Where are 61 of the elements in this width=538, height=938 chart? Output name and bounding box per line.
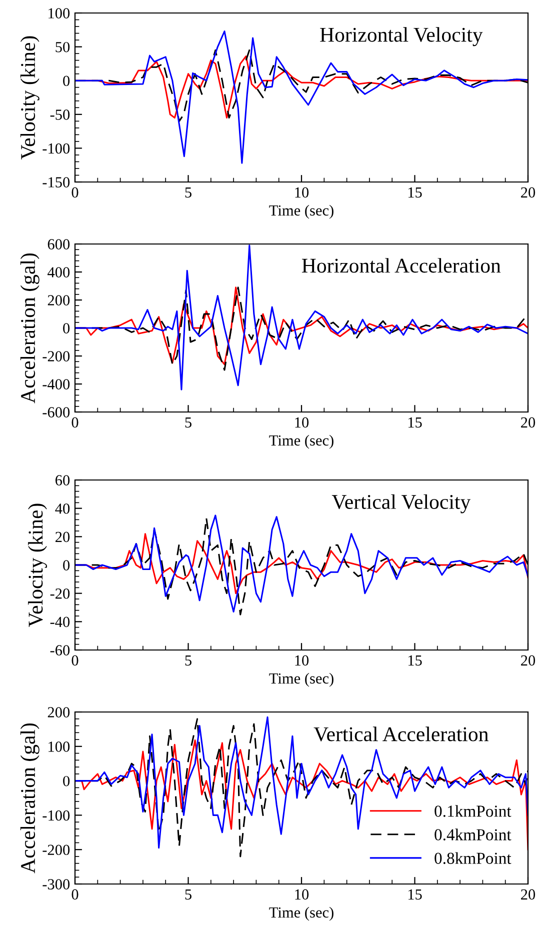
x-tick-label: 5 (185, 187, 192, 198)
y-axis-title: Acceleration (gal) (20, 723, 40, 874)
text: Vertical Velocity (332, 494, 471, 514)
y-tick-label: -40 (50, 616, 70, 628)
y-tick-label: -60 (50, 645, 70, 656)
y-tick-label: 50 (56, 42, 70, 52)
legend-label: 0.8kmPoint (434, 852, 512, 864)
y-tick-label: 200 (48, 295, 70, 306)
x-tick-label: 10 (295, 187, 309, 198)
y-tick-label: -300 (42, 879, 70, 890)
x-tick-label: 10 (295, 417, 309, 428)
y-tick-label: 0 (63, 76, 70, 86)
y-tick-label: 0 (63, 776, 70, 786)
y-tick-label: 200 (48, 707, 70, 718)
x-tick-label: 20 (521, 187, 536, 198)
y-tick-label: 20 (56, 532, 70, 542)
legend-label: 0.1kmPoint (434, 805, 512, 817)
x-tick-label: 5 (185, 417, 192, 428)
x-tick-label: 20 (521, 417, 536, 428)
y-tick-label: -100 (42, 143, 70, 154)
y-tick-label: -200 (42, 844, 70, 856)
x-tick-label: 20 (521, 655, 536, 666)
x-tick-label: 0 (72, 889, 78, 900)
y-tick-label: -400 (42, 379, 70, 390)
x-tick-label: 10 (295, 889, 309, 900)
x-axis-title: Time (sec) (269, 434, 334, 449)
text: Vertical Acceleration (314, 726, 488, 742)
x-tick-label: 0 (72, 417, 78, 428)
x-axis-title: Time (sec) (269, 204, 334, 219)
y-tick-label: 600 (48, 239, 70, 250)
y-tick-label: -600 (42, 407, 70, 418)
x-axis-title: Time (sec) (269, 906, 334, 921)
y-axis-title: Velocity (kine) (28, 504, 47, 627)
x-axis-title: Time (sec) (269, 672, 334, 687)
text: Horizontal Acceleration (302, 258, 501, 273)
x-tick-label: 20 (521, 889, 536, 900)
y-tick-label: 0 (63, 560, 70, 570)
x-tick-label: 15 (408, 417, 422, 428)
y-axis-title: Velocity (kine) (20, 36, 40, 160)
x-tick-label: 0 (72, 187, 78, 198)
y-tick-label: 40 (55, 503, 70, 514)
y-tick-label: 0 (63, 323, 70, 334)
y-tick-label: 400 (48, 267, 70, 278)
y-tick-label: 100 (48, 742, 70, 752)
y-tick-label: 60 (56, 475, 70, 486)
x-tick-label: 5 (185, 655, 192, 666)
x-tick-label: 0 (72, 655, 78, 666)
x-tick-label: 15 (408, 889, 422, 900)
y-tick-label: -150 (42, 177, 70, 188)
y-tick-label: -100 (42, 810, 70, 821)
x-tick-label: 5 (185, 889, 192, 900)
y-tick-label: -50 (50, 110, 70, 120)
x-tick-label: 15 (408, 655, 422, 666)
y-tick-label: -20 (50, 588, 70, 599)
text: Horizontal Velocity (320, 27, 483, 46)
y-tick-label: 100 (48, 8, 70, 18)
y-axis-title: Acceleration (gal) (20, 253, 40, 404)
legend-label: 0.4kmPoint (434, 828, 512, 840)
y-tick-label: -200 (42, 351, 70, 362)
x-tick-label: 15 (408, 187, 422, 198)
x-tick-label: 10 (295, 655, 309, 666)
